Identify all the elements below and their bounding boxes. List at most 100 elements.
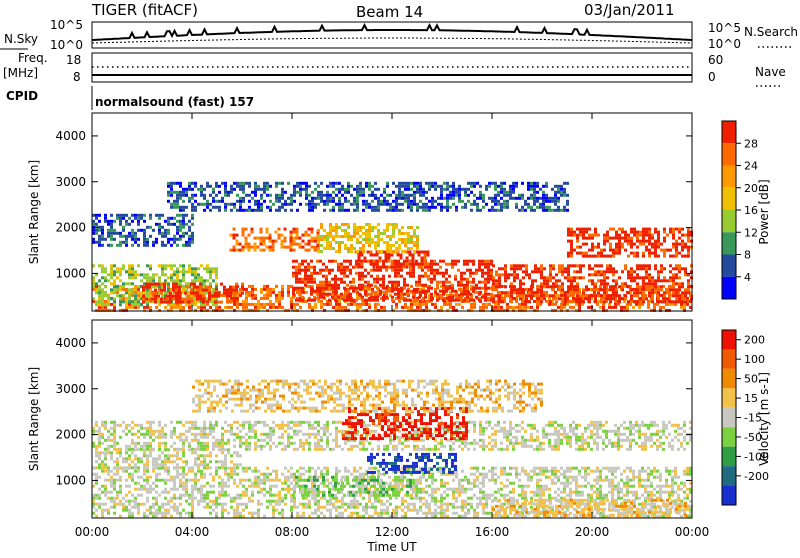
data-cell [178,289,181,292]
data-cell [101,276,104,279]
data-cell [347,470,350,473]
data-cell [212,188,215,191]
data-cell [585,243,588,246]
data-cell [392,182,395,185]
data-cell [340,278,343,281]
data-cell [338,197,341,200]
data-cell [368,303,371,306]
data-cell [564,270,567,273]
data-cell [412,254,415,257]
data-cell [516,264,519,267]
data-cell [404,232,407,235]
data-cell [301,299,304,302]
data-cell [449,306,452,309]
data-cell [328,287,331,290]
data-cell [651,252,654,255]
data-cell [355,266,358,269]
data-cell [560,294,563,297]
data-cell [618,228,621,231]
data-cell [525,270,528,273]
data-cell [200,303,203,306]
data-cell [359,185,362,188]
data-cell [403,293,406,296]
data-cell [305,197,308,200]
data-cell [475,296,478,299]
nave-tick-top: 60 [708,53,723,67]
data-cell [615,282,618,285]
data-cell [407,188,410,191]
data-cell [376,278,379,281]
data-cell [618,300,621,303]
data-cell [684,291,687,294]
data-cell [287,479,290,482]
data-cell [536,206,539,209]
data-cell [101,303,104,306]
data-cell [308,185,311,188]
data-cell [352,278,355,281]
data-cell [187,295,190,298]
data-cell [446,197,449,200]
data-cell [481,296,484,299]
data-cell [272,479,275,482]
data-cell [374,512,377,515]
data-cell [248,500,251,503]
data-cell [669,276,672,279]
data-cell [107,235,110,238]
data-cell [460,272,463,275]
data-cell [389,497,392,500]
data-cell [263,306,266,309]
data-cell [454,263,457,266]
data-cell [140,503,143,506]
data-cell [299,467,302,470]
data-cell [346,284,349,287]
data-cell [666,279,669,282]
data-cell [573,234,576,237]
data-cell [549,276,552,279]
data-cell [95,214,98,217]
data-cell [317,241,320,244]
data-cell [684,300,687,303]
data-cell [558,270,561,273]
data-cell [224,494,227,497]
data-cell [287,203,290,206]
data-cell [395,200,398,203]
data-cell [167,217,170,220]
data-cell [131,473,134,476]
data-cell [591,243,594,246]
data-cell [347,200,350,203]
data-cell [440,209,443,212]
data-cell [537,294,540,297]
data-cell [296,515,299,518]
data-cell [492,288,495,291]
data-cell [299,194,302,197]
data-cell [137,244,140,247]
data-cell [563,182,566,185]
data-cell [143,235,146,238]
data-cell [226,289,229,292]
data-cell [179,191,182,194]
data-cell [215,306,218,309]
data-cell [299,182,302,185]
data-cell [101,470,104,473]
data-cell [398,238,401,241]
data-cell [310,275,313,278]
data-cell [413,232,416,235]
data-cell [311,246,314,249]
data-cell [591,267,594,270]
data-cell [305,291,308,294]
data-cell [131,238,134,241]
data-cell [305,188,308,191]
data-cell [146,244,149,247]
data-cell [344,229,347,232]
data-cell [614,306,617,309]
data-cell [326,197,329,200]
data-cell [487,263,490,266]
data-cell [305,231,308,234]
data-cell [645,270,648,273]
data-cell [128,512,131,515]
data-cell [220,283,223,286]
data-cell [587,306,590,309]
data-cell [464,206,467,209]
data-cell [545,197,548,200]
data-cell [191,203,194,206]
